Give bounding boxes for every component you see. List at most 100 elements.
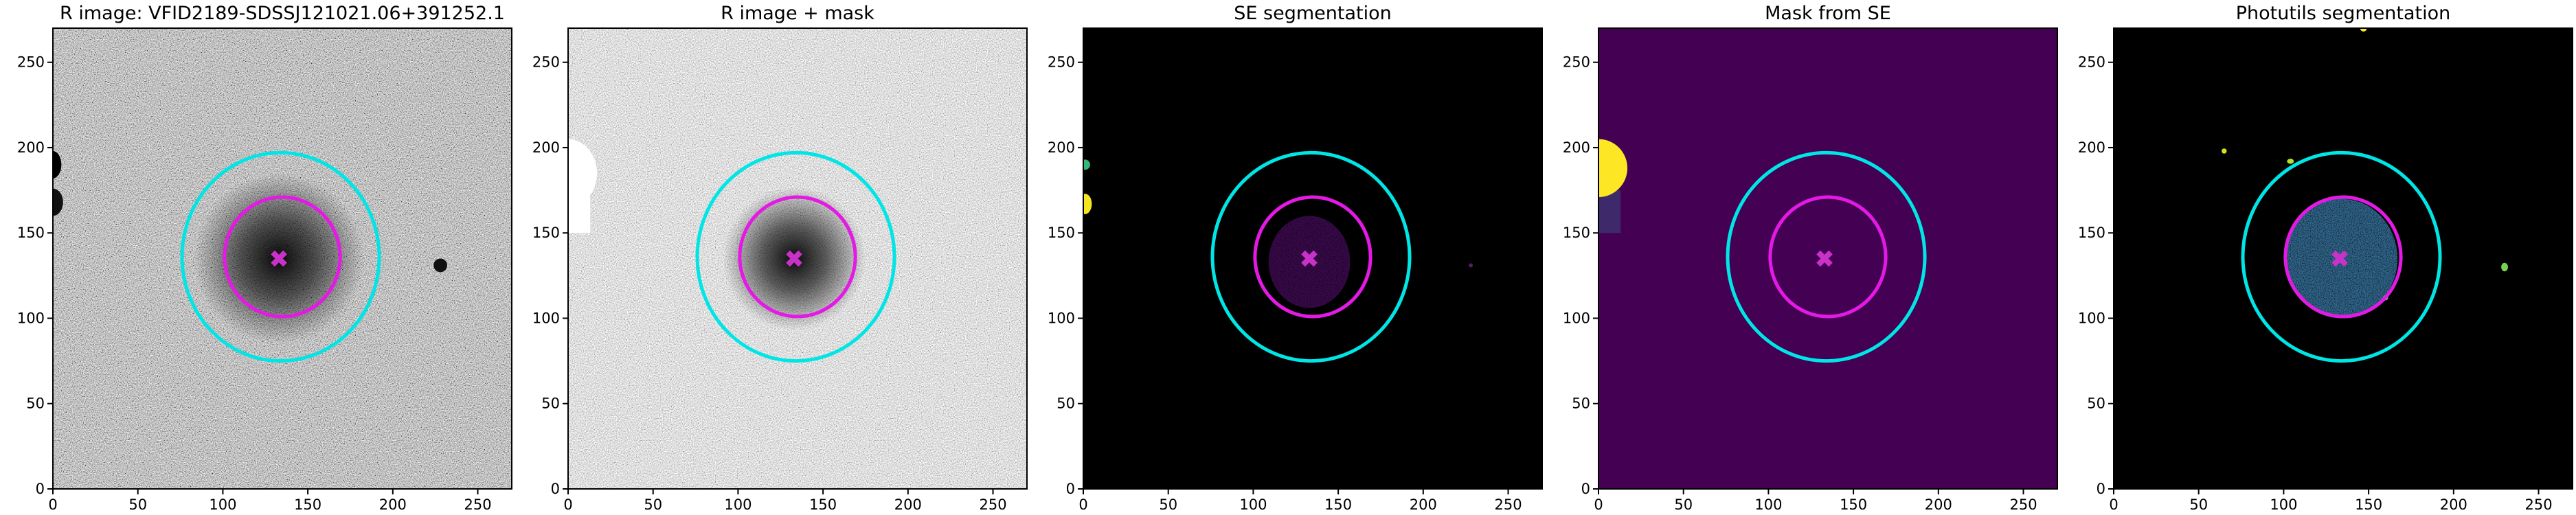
axes-frame (1598, 27, 2058, 490)
aperture (2283, 195, 2403, 319)
aperture (2241, 150, 2442, 363)
y-tick-label: 50 (2087, 396, 2105, 412)
center-marker (1301, 250, 1318, 267)
image (1083, 28, 1542, 489)
y-tick-label: 250 (2078, 54, 2105, 71)
y-tick-label: 50 (1572, 396, 1590, 412)
y-tick-label: 50 (541, 396, 560, 412)
x-tick-label: 0 (1078, 496, 1087, 513)
x-tick-label: 150 (809, 496, 837, 513)
x-tick-label: 200 (894, 496, 922, 513)
y-tick-label: 150 (532, 225, 560, 241)
axes-frame (52, 27, 512, 490)
y-tick-label: 150 (2078, 225, 2105, 241)
segment (2360, 28, 2367, 32)
x-tick-label: 50 (2189, 496, 2208, 513)
x-tick-label: 0 (48, 496, 57, 513)
mask-region (568, 173, 591, 233)
x-tick-label: 100 (1239, 496, 1267, 513)
y-tick-label: 250 (1563, 54, 1590, 71)
y-tick-label: 200 (1563, 139, 1590, 156)
x-tick-label: 100 (2270, 496, 2297, 513)
panel: 0 50 100 150 200 250 0 50 100 150 200 250 Mask from … (1563, 3, 2058, 513)
center-marker (1816, 250, 1833, 267)
axes-frame (1083, 27, 1543, 490)
segment (2222, 148, 2227, 154)
star (53, 150, 62, 179)
x-tick-label: 50 (1159, 496, 1177, 513)
panel-title: R image: VFID2189-SDSSJ121021.06+391252.… (60, 3, 505, 24)
x-tick-label: 250 (2524, 496, 2552, 513)
x-tick-label: 50 (128, 496, 147, 513)
y-tick-label: 0 (1066, 481, 1075, 497)
aperture (1726, 150, 1927, 363)
x-tick-label: 100 (209, 496, 236, 513)
center-marker (786, 250, 802, 267)
y-tick-label: 0 (36, 481, 45, 497)
image (1598, 28, 2057, 489)
y-tick-label: 150 (1563, 225, 1590, 241)
panel: 0 50 100 150 200 250 0 50 100 150 200 250 R image + … (532, 3, 1028, 513)
panel: 0 50 100 150 200 250 0 50 100 150 200 250 R image: V… (17, 3, 512, 513)
mask-region (1598, 190, 1621, 233)
image (53, 28, 512, 489)
x-tick-label: 250 (979, 496, 1006, 513)
y-tick-label: 0 (1581, 481, 1590, 497)
aperture (695, 150, 896, 363)
y-tick-label: 200 (532, 139, 560, 156)
x-tick-label: 250 (464, 496, 491, 513)
aperture (223, 195, 342, 319)
panel: 0 50 100 150 200 250 0 50 100 150 200 250 SE segment… (1048, 3, 1543, 513)
x-tick-label: 100 (1754, 496, 1782, 513)
y-tick-label: 150 (17, 225, 45, 241)
star (433, 258, 447, 273)
segment (1469, 263, 1473, 268)
y-tick-label: 0 (2097, 481, 2105, 497)
x-tick-label: 200 (2440, 496, 2467, 513)
y-tick-label: 250 (532, 54, 560, 71)
x-tick-label: 100 (724, 496, 752, 513)
segment (1083, 194, 1092, 214)
aperture (1253, 195, 1372, 319)
center-marker (2331, 250, 2348, 267)
y-tick-label: 250 (17, 54, 45, 71)
panel-title: R image + mask (721, 3, 874, 24)
panel: 0 50 100 150 200 250 0 50 100 150 200 250 Photutils … (2078, 3, 2573, 513)
x-tick-label: 150 (1840, 496, 1867, 513)
x-tick-label: 50 (1674, 496, 1693, 513)
star (53, 188, 63, 216)
segment (2501, 262, 2508, 272)
y-tick-label: 100 (532, 310, 560, 326)
aperture (738, 195, 857, 319)
x-tick-label: 0 (563, 496, 572, 513)
y-tick-label: 50 (1057, 396, 1075, 412)
y-tick-label: 200 (1048, 139, 1075, 156)
panel-title: Mask from SE (1765, 3, 1891, 24)
x-tick-label: 150 (2355, 496, 2382, 513)
x-tick-label: 0 (2109, 496, 2118, 513)
y-tick-label: 200 (17, 139, 45, 156)
y-tick-label: 150 (1048, 225, 1075, 241)
center-marker (271, 250, 287, 267)
y-tick-label: 100 (17, 310, 45, 326)
aperture (180, 150, 381, 363)
x-tick-label: 150 (294, 496, 321, 513)
x-tick-label: 0 (1594, 496, 1603, 513)
panel-title: SE segmentation (1234, 3, 1391, 24)
y-tick-label: 100 (1048, 310, 1075, 326)
segment (2287, 159, 2294, 164)
image (568, 28, 1027, 489)
x-tick-label: 200 (379, 496, 407, 513)
y-tick-label: 50 (26, 396, 45, 412)
x-tick-label: 200 (1925, 496, 1952, 513)
x-tick-label: 50 (644, 496, 662, 513)
x-tick-label: 200 (1410, 496, 1437, 513)
panel-title: Photutils segmentation (2236, 3, 2451, 24)
aperture (1768, 195, 1888, 319)
y-tick-label: 100 (1563, 310, 1590, 326)
aperture (1210, 150, 1412, 363)
x-tick-label: 250 (1494, 496, 1522, 513)
axes-frame (2113, 27, 2573, 490)
segment (1083, 159, 1090, 170)
